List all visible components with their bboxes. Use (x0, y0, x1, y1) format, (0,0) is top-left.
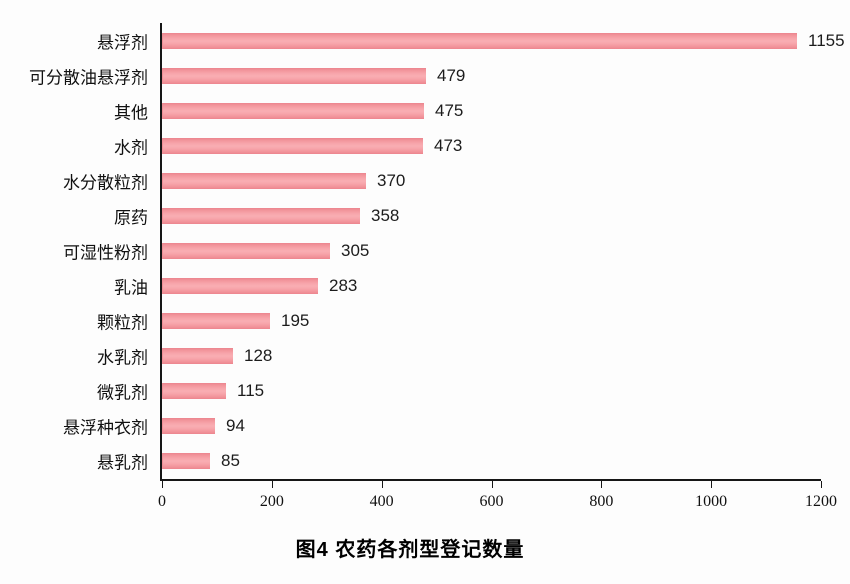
category-label: 其他 (114, 103, 148, 123)
bar (162, 172, 366, 189)
value-label: 305 (341, 241, 370, 260)
category-label: 悬浮剂 (97, 33, 148, 53)
value-label: 85 (221, 451, 240, 471)
x-axis-tick-mark (271, 481, 273, 488)
plot-area: 1155 479 475 473 370 358 305 283 195 128 115 94 85 0 2… (158, 23, 845, 510)
bar (162, 383, 226, 400)
value-label: 115 (237, 381, 265, 401)
x-axis-tick-mark (491, 481, 493, 488)
category-label: 水分散粒剂 (63, 173, 148, 193)
value-label: 283 (329, 276, 358, 296)
x-axis-tick-label: 600 (479, 493, 504, 510)
x-axis-tick-mark (601, 481, 603, 488)
x-axis-tick-label: 400 (369, 493, 394, 510)
bar (162, 137, 423, 154)
x-axis-tick-mark (381, 481, 383, 488)
x-axis-tick-label: 800 (589, 493, 614, 510)
bar (162, 32, 797, 49)
x-axis-tick-label: 200 (259, 493, 284, 510)
value-label: 195 (281, 311, 310, 331)
x-axis-tick-label: 1200 (805, 493, 837, 510)
category-label: 水乳剂 (97, 348, 148, 368)
x-axis-tick-label: 0 (158, 493, 166, 510)
value-label: 370 (377, 170, 406, 190)
bar (162, 313, 270, 330)
y-axis-category-labels: 悬浮剂可分散油悬浮剂其他水剂水分散粒剂原药可湿性粉剂乳油颗粒剂水乳剂微乳剂悬浮种… (0, 23, 148, 481)
category-label: 悬浮种衣剂 (63, 418, 148, 438)
bar (162, 348, 233, 365)
category-label: 微乳剂 (97, 383, 148, 403)
bar (162, 453, 210, 470)
value-label: 94 (226, 416, 245, 436)
bar (162, 243, 330, 259)
value-label: 128 (244, 346, 273, 366)
category-label: 颗粒剂 (97, 313, 148, 333)
category-label: 原药 (114, 208, 148, 228)
x-axis-tick-mark (162, 481, 163, 488)
category-label: 可分散油悬浮剂 (29, 68, 148, 88)
chart-title: 图4 农药各剂型登记数量 (295, 539, 525, 561)
value-label: 475 (435, 100, 464, 120)
bar (162, 278, 318, 295)
value-label: 1155 (808, 30, 845, 50)
bar (162, 207, 360, 224)
x-axis-tick-label: 1000 (695, 493, 728, 510)
value-label: 473 (434, 135, 463, 155)
bar (162, 67, 426, 84)
category-label: 悬乳剂 (97, 453, 148, 473)
value-label: 358 (371, 205, 400, 225)
bar (162, 418, 215, 435)
category-label: 乳油 (114, 278, 148, 298)
x-axis-tick-mark (711, 481, 713, 488)
bar (162, 102, 424, 119)
category-label: 可湿性粉剂 (63, 243, 148, 263)
x-axis-tick-mark (821, 481, 822, 488)
value-label: 479 (437, 65, 466, 85)
category-label: 水剂 (114, 138, 148, 158)
